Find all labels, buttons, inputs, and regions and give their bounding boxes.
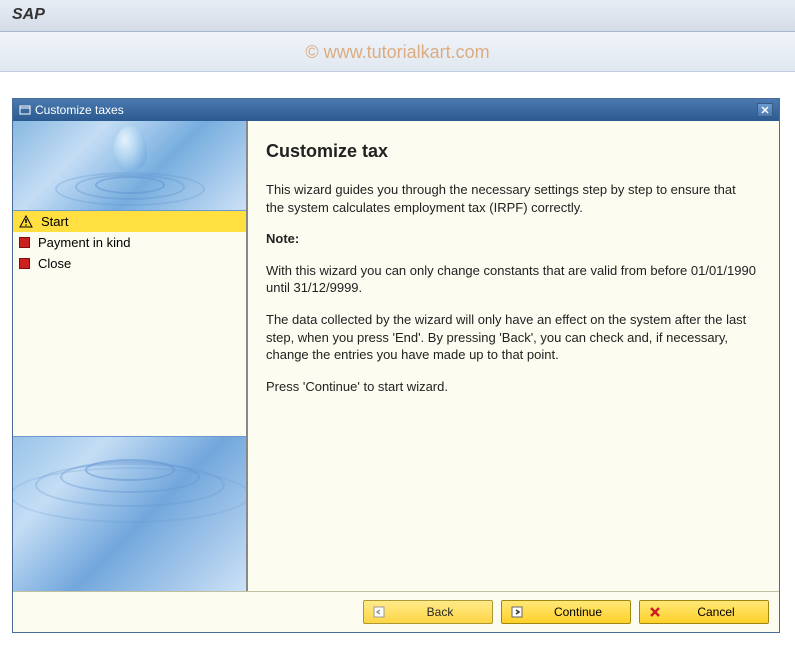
intro-text: This wizard guides you through the neces… xyxy=(266,181,757,216)
step-label: Start xyxy=(41,214,68,229)
cancel-label: Cancel xyxy=(672,605,760,619)
continue-label: Continue xyxy=(534,605,622,619)
step-label: Payment in kind xyxy=(38,235,131,250)
step-label: Close xyxy=(38,256,71,271)
dialog-title: Customize taxes xyxy=(35,103,124,117)
sidebar-top-image xyxy=(13,121,246,211)
back-label: Back xyxy=(396,605,484,619)
close-button[interactable] xyxy=(757,103,773,117)
sidebar-bottom-image xyxy=(13,436,246,591)
back-icon xyxy=(372,605,386,619)
back-button[interactable]: Back xyxy=(363,600,493,624)
cancel-icon xyxy=(648,605,662,619)
stop-icon xyxy=(19,258,30,269)
app-header: SAP xyxy=(0,0,795,32)
wizard-content: Customize tax This wizard guides you thr… xyxy=(248,121,779,591)
effect-text: The data collected by the wizard will on… xyxy=(266,311,757,364)
step-list: Start Payment in kind Close xyxy=(13,211,246,274)
wizard-sidebar: Start Payment in kind Close xyxy=(13,121,248,591)
dialog-icon xyxy=(19,104,31,116)
watermark-text: © www.tutorialkart.com xyxy=(305,42,489,62)
note-label: Note: xyxy=(266,230,757,248)
cancel-button[interactable]: Cancel xyxy=(639,600,769,624)
dialog-footer: Back Continue Cancel xyxy=(13,591,779,631)
dialog-titlebar: Customize taxes xyxy=(13,99,779,121)
step-item-start[interactable]: Start xyxy=(13,211,246,232)
note-text: With this wizard you can only change con… xyxy=(266,262,757,297)
continue-button[interactable]: Continue xyxy=(501,600,631,624)
warning-icon xyxy=(19,215,33,229)
continue-text: Press 'Continue' to start wizard. xyxy=(266,378,757,396)
app-title: SAP xyxy=(12,6,45,23)
continue-icon xyxy=(510,605,524,619)
wizard-dialog: Customize taxes Start xyxy=(12,98,780,633)
stop-icon xyxy=(19,237,30,248)
step-item-payment[interactable]: Payment in kind xyxy=(13,232,246,253)
app-subheader: © www.tutorialkart.com xyxy=(0,32,795,72)
step-item-close[interactable]: Close xyxy=(13,253,246,274)
dialog-body: Start Payment in kind Close Customize t xyxy=(13,121,779,591)
content-title: Customize tax xyxy=(266,139,757,163)
